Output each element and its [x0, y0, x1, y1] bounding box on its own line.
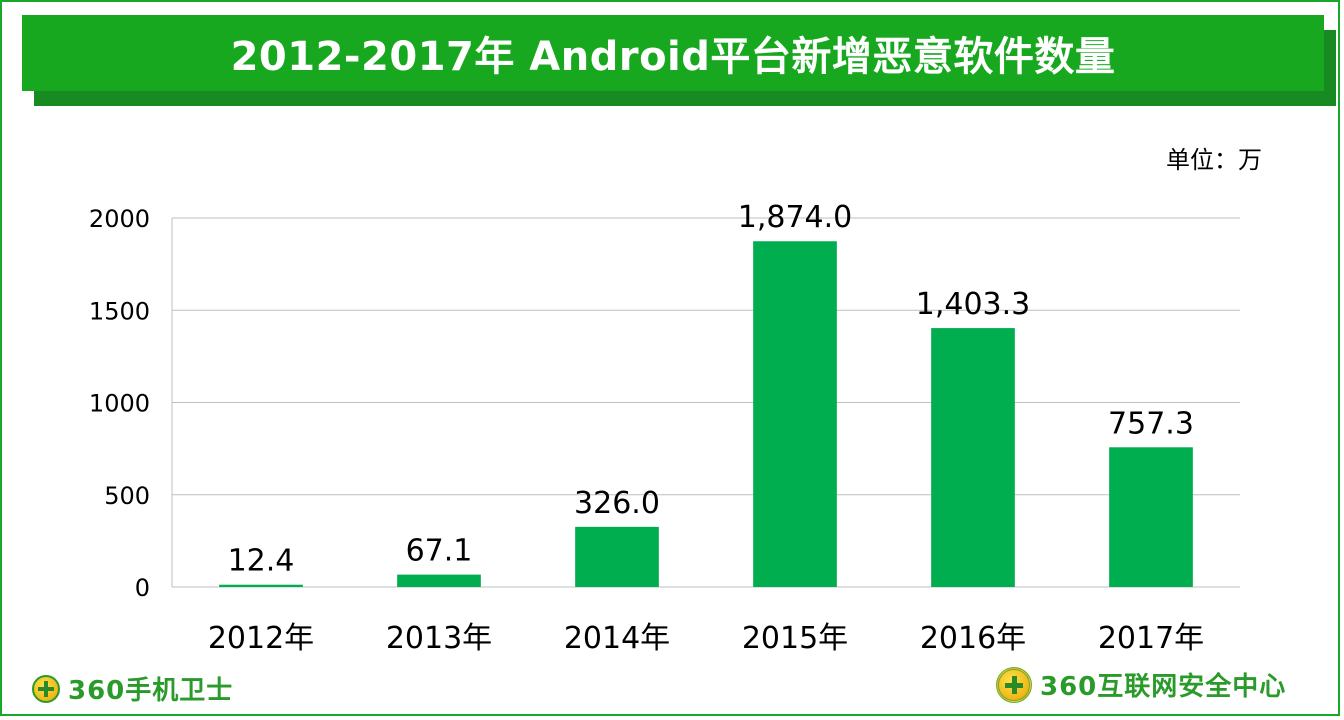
unit-label: 单位：万	[1166, 146, 1262, 174]
logo-right-text: 360互联网安全中心	[1040, 672, 1287, 702]
title-bar: 2012-2017年 Android平台新增恶意软件数量	[22, 15, 1324, 91]
bar-2016年	[931, 328, 1015, 587]
bar-2017年	[1109, 447, 1193, 587]
data-label: 326.0	[574, 486, 660, 521]
bar-2015年	[753, 241, 837, 587]
y-tick-label: 500	[104, 482, 150, 510]
x-tick-label: 2017年	[1098, 621, 1204, 656]
x-tick-label: 2012年	[208, 621, 314, 656]
x-tick-label: 2016年	[920, 621, 1026, 656]
bar-2012年	[219, 584, 303, 587]
data-label: 1,874.0	[738, 200, 853, 235]
chart-title: 2012-2017年 Android平台新增恶意软件数量	[230, 34, 1116, 80]
logo-left-text: 360手机卫士	[68, 676, 234, 706]
360-emblem-icon	[996, 666, 1032, 703]
data-label: 67.1	[406, 534, 473, 569]
y-tick-label: 0	[135, 574, 150, 602]
data-label: 12.4	[228, 544, 295, 579]
y-tick-label: 2000	[89, 205, 150, 233]
x-tick-label: 2013年	[386, 621, 492, 656]
data-label: 1,403.3	[916, 287, 1031, 322]
y-tick-label: 1500	[89, 297, 150, 325]
x-tick-label: 2014年	[564, 621, 670, 656]
logo-360-mobile-guard: 360手机卫士	[32, 670, 233, 707]
bar-2013年	[397, 574, 481, 587]
360-shield-icon	[32, 674, 60, 703]
data-label: 757.3	[1108, 406, 1194, 441]
bar-2014年	[575, 526, 659, 587]
y-tick-label: 1000	[89, 390, 150, 418]
x-tick-label: 2015年	[742, 621, 848, 656]
logo-360-security-center: 360互联网安全中心	[996, 666, 1286, 703]
